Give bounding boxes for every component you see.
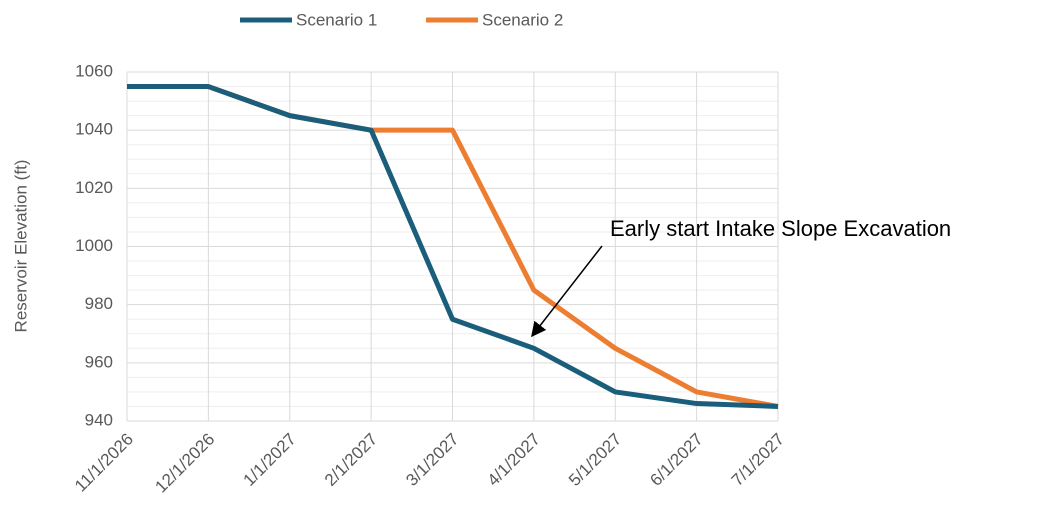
annotation: Early start Intake Slope Excavation — [610, 216, 951, 241]
y-tick-label: 940 — [85, 410, 113, 429]
x-tick-label: 4/1/2027 — [484, 430, 544, 490]
x-tick-label: 6/1/2027 — [646, 430, 706, 490]
annotation-arrow — [531, 245, 603, 338]
y-axis-label: Reservoir Elevation (ft) — [11, 160, 30, 333]
y-tick-label: 1000 — [75, 236, 113, 255]
x-tick-label: 1/1/2027 — [240, 430, 300, 490]
x-tick-label: 7/1/2027 — [728, 430, 788, 490]
y-tick-label: 960 — [85, 352, 113, 371]
x-tick-label: 2/1/2027 — [321, 430, 381, 490]
y-tick-label: 980 — [85, 294, 113, 313]
legend-label: Scenario 2 — [482, 10, 563, 29]
y-tick-label: 1060 — [75, 61, 113, 80]
x-tick-label: 3/1/2027 — [402, 430, 462, 490]
y-tick-label: 1020 — [75, 178, 113, 197]
x-tick-label: 11/1/2026 — [71, 430, 137, 496]
x-tick-label: 5/1/2027 — [565, 430, 625, 490]
y-tick-label: 1040 — [75, 120, 113, 139]
x-tick-label: 12/1/2026 — [151, 430, 218, 497]
legend-label: Scenario 1 — [296, 10, 377, 29]
series-line — [127, 84, 779, 409]
